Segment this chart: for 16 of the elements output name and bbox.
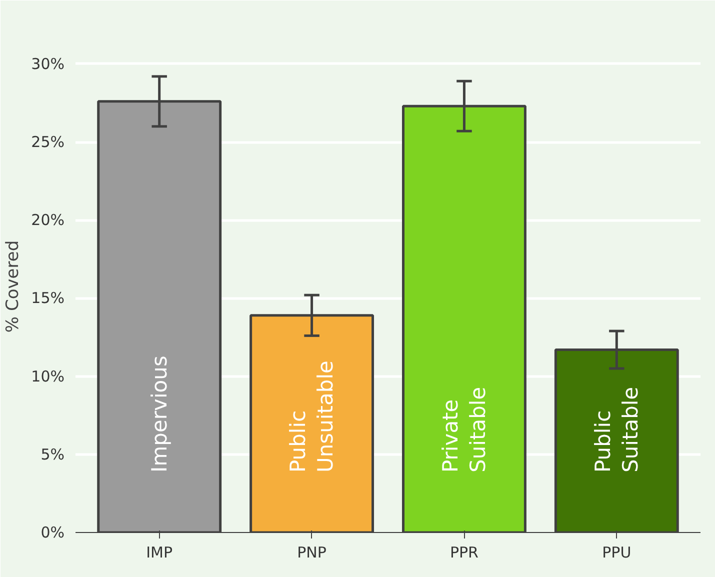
y-tick-label: 5% (40, 445, 64, 464)
y-tick-label: 10% (31, 367, 65, 386)
annotation: Impervious (147, 356, 172, 472)
x-tick-label: PPU (602, 544, 632, 562)
y-tick-label: 25% (31, 133, 65, 152)
x-tick-label: PPR (450, 544, 478, 562)
annotation: Public Unsuitable (286, 360, 338, 472)
y-tick-label: 0% (40, 524, 64, 542)
annotation: Private Suitable (438, 386, 490, 472)
x-tick-label: IMP (146, 544, 173, 562)
annotation: Public Suitable (590, 386, 642, 472)
x-tick-label: PNP (297, 544, 326, 562)
y-tick-label: 20% (31, 211, 65, 230)
y-tick-label: 15% (31, 289, 65, 308)
y-axis-title: % Covered (3, 240, 24, 333)
y-tick-label: 30% (31, 54, 65, 73)
